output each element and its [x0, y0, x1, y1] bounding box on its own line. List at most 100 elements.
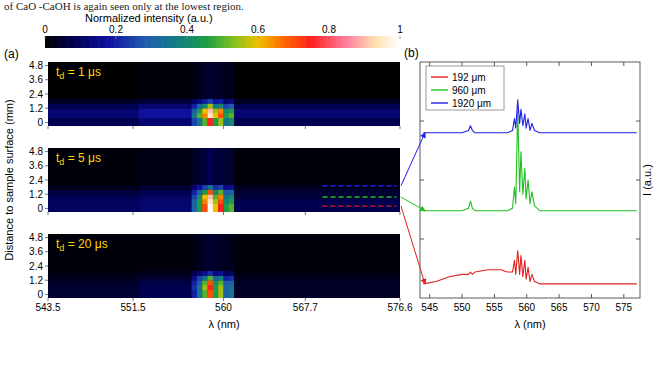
y-tick-label: 2.4 [29, 89, 43, 100]
x-tick [133, 126, 134, 129]
y-tick [45, 194, 48, 195]
x-axis-title: λ (nm) [208, 318, 239, 330]
connector-arrow [401, 133, 425, 186]
heat-cell [197, 99, 203, 104]
x-tick-label: 565 [551, 302, 568, 313]
heat-cell [234, 199, 400, 204]
panel-background [48, 234, 400, 298]
heat-cell [223, 204, 229, 212]
heat-cell [218, 148, 224, 185]
heat-cell [197, 234, 203, 271]
heat-cell [202, 290, 208, 298]
heat-cell [192, 113, 198, 118]
colorbar-tick-label: 0.4 [180, 24, 194, 35]
heat-cell [229, 271, 235, 276]
y-tick [45, 151, 48, 152]
heat-cell [213, 108, 219, 113]
colorbar-title: Normalized intensity (a.u.) [85, 12, 213, 24]
heat-cell [197, 118, 203, 126]
x-tick [48, 298, 49, 301]
heat-cell [218, 194, 224, 199]
heat-cell [229, 204, 235, 212]
colorbar-tick [400, 36, 401, 39]
x-tick [305, 298, 306, 301]
heat-cell [138, 185, 191, 190]
heat-cell [218, 199, 224, 204]
heat-cell [192, 285, 198, 290]
heat-cell [223, 118, 229, 126]
colorbar-tick [258, 36, 259, 39]
heat-cell [213, 275, 219, 280]
x-tick [526, 62, 527, 66]
y-tick [45, 294, 48, 295]
heat-cell [223, 234, 229, 271]
x-tick [133, 298, 134, 301]
heat-cell [208, 271, 214, 276]
heat-cell [229, 275, 235, 280]
colorbar-tick-label: 0 [42, 24, 48, 35]
heat-cell [218, 118, 224, 126]
connector-arrow [401, 197, 425, 211]
heat-cell [208, 185, 214, 190]
heat-cell [48, 108, 139, 113]
y-tick-label: 4.8 [29, 60, 43, 71]
heat-cell [218, 271, 224, 276]
legend-box [426, 66, 504, 110]
heat-cell [48, 118, 139, 126]
heat-cell [192, 185, 198, 190]
heat-cell [229, 280, 235, 285]
y-tick [636, 121, 640, 122]
time-label: td = 20 μs [56, 237, 108, 253]
heat-cell [48, 194, 139, 199]
heat-cell [138, 194, 191, 199]
heat-cell [192, 204, 198, 212]
heat-cell [197, 103, 203, 108]
panel-background [48, 62, 400, 126]
heat-cell [218, 280, 224, 285]
heat-cell [192, 108, 198, 113]
heat-cell [192, 199, 198, 204]
heat-cell [48, 185, 139, 190]
heat-cell [48, 275, 139, 280]
heat-cell [229, 108, 235, 113]
x-tick-label: 555 [486, 302, 503, 313]
heat-cell [197, 62, 203, 99]
y-tick-label: 0 [37, 289, 43, 300]
heat-cell [223, 275, 229, 280]
plot-frame [420, 62, 640, 298]
heat-cell [229, 99, 235, 104]
x-tick-label: 560 [215, 302, 232, 313]
y-tick [45, 251, 48, 252]
heat-cell [192, 290, 198, 298]
heat-cell [213, 199, 219, 204]
heat-cell [213, 285, 219, 290]
y-tick-label: 0 [37, 117, 43, 128]
x-tick-label: 543.5 [35, 302, 60, 313]
heat-cell [48, 148, 139, 185]
heat-cell [234, 118, 400, 126]
position-line [323, 185, 397, 186]
y-tick-label: 2.4 [29, 261, 43, 272]
x-tick [400, 126, 401, 129]
legend-swatch [431, 76, 448, 77]
heat-cell [138, 118, 191, 126]
heat-cell [213, 194, 219, 199]
position-line [323, 205, 397, 206]
heat-cell [197, 204, 203, 212]
heat-cell [197, 113, 203, 118]
legend-label: 192 μm [452, 72, 486, 83]
heat-cell [223, 194, 229, 199]
colorbar-tick [45, 36, 46, 39]
heat-cell [208, 99, 214, 104]
heat-cell [208, 62, 214, 99]
heat-cell [138, 113, 191, 118]
heat-cell [138, 290, 191, 298]
position-line [323, 196, 397, 197]
heat-cell [218, 275, 224, 280]
heat-cell [229, 185, 235, 190]
heat-cell [234, 275, 400, 280]
heat-cell [202, 234, 208, 271]
heat-cell [138, 148, 191, 185]
heat-cell [197, 148, 203, 185]
colorbar-swatch [398, 36, 400, 48]
